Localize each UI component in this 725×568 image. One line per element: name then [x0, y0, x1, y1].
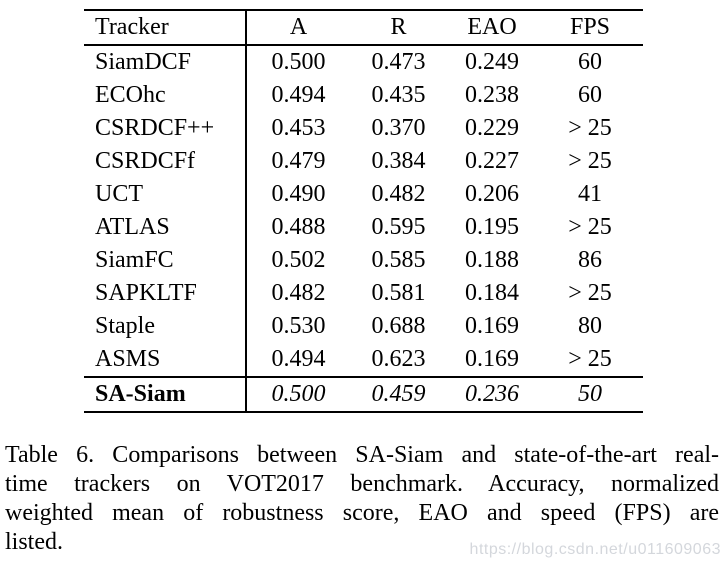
fps-value: > 25 — [568, 346, 612, 372]
fps-value: > 25 — [568, 280, 612, 306]
eao-value: 0.227 — [465, 148, 519, 174]
tracker-name: ECOhc — [84, 79, 247, 112]
robustness-value: 0.581 — [371, 280, 426, 306]
table-row: SiamFC 0.502 0.585 0.188 86 — [84, 244, 643, 277]
eao-value: 0.169 — [465, 313, 519, 339]
accuracy-value: 0.490 — [271, 181, 326, 207]
fps-value: 50 — [578, 381, 602, 407]
robustness-value: 0.370 — [371, 115, 426, 141]
tracker-name: SiamDCF — [84, 45, 247, 79]
table-row: Staple 0.530 0.688 0.169 80 — [84, 310, 643, 343]
caption-line: listed. — [5, 529, 63, 555]
robustness-value: 0.459 — [371, 381, 426, 407]
accuracy-value: 0.488 — [271, 214, 326, 240]
tracker-name: Staple — [84, 310, 247, 343]
table-row: ECOhc 0.494 0.435 0.238 60 — [84, 79, 643, 112]
watermark-text: https://blog.csdn.net/u011609063 — [469, 541, 721, 558]
accuracy-value: 0.482 — [271, 280, 326, 306]
robustness-value: 0.585 — [371, 247, 426, 273]
accuracy-value: 0.500 — [271, 381, 326, 407]
caption-line: time trackers on VOT2017 benchmark. Accu… — [5, 471, 719, 497]
eao-value: 0.206 — [465, 181, 519, 207]
robustness-value: 0.688 — [371, 313, 426, 339]
accuracy-value: 0.502 — [271, 247, 326, 273]
eao-value: 0.169 — [465, 346, 519, 372]
accuracy-value: 0.479 — [271, 148, 326, 174]
accuracy-value: 0.494 — [271, 346, 326, 372]
fps-value: 60 — [578, 82, 602, 108]
fps-value: 86 — [578, 247, 602, 273]
tracker-name: SAPKLTF — [84, 277, 247, 310]
fps-value: > 25 — [568, 214, 612, 240]
col-header-eao: EAO — [467, 14, 517, 40]
col-header-r: R — [390, 14, 407, 40]
col-header-tracker: Tracker — [84, 10, 247, 45]
table-header-row: Tracker A R EAO FPS — [84, 10, 643, 45]
accuracy-value: 0.494 — [271, 82, 326, 108]
tracker-name: ASMS — [84, 343, 247, 377]
robustness-value: 0.482 — [371, 181, 426, 207]
fps-value: 80 — [578, 313, 602, 339]
table-row: SAPKLTF 0.482 0.581 0.184 > 25 — [84, 277, 643, 310]
fps-value: 41 — [578, 181, 602, 207]
accuracy-value: 0.500 — [271, 49, 326, 75]
col-header-a: A — [289, 14, 308, 40]
tracker-name: ATLAS — [84, 211, 247, 244]
eao-value: 0.236 — [465, 381, 519, 407]
table-row: ATLAS 0.488 0.595 0.195 > 25 — [84, 211, 643, 244]
fps-value: 60 — [578, 49, 602, 75]
table-row: SiamDCF 0.500 0.473 0.249 60 — [84, 45, 643, 79]
results-table: Tracker A R EAO FPS SiamDCF 0.500 0.473 … — [84, 9, 643, 413]
accuracy-value: 0.453 — [271, 115, 326, 141]
robustness-value: 0.595 — [371, 214, 426, 240]
eao-value: 0.229 — [465, 115, 519, 141]
tracker-name: SiamFC — [84, 244, 247, 277]
tracker-name: SA-Siam — [84, 377, 247, 412]
accuracy-value: 0.530 — [271, 313, 326, 339]
robustness-value: 0.623 — [371, 346, 426, 372]
robustness-value: 0.473 — [371, 49, 426, 75]
table-row: UCT 0.490 0.482 0.206 41 — [84, 178, 643, 211]
eao-value: 0.184 — [465, 280, 519, 306]
robustness-value: 0.384 — [371, 148, 426, 174]
fps-value: > 25 — [568, 115, 612, 141]
table-row: CSRDCFf 0.479 0.384 0.227 > 25 — [84, 145, 643, 178]
caption-line: Table 6. Comparisons between SA-Siam and… — [5, 442, 719, 468]
col-header-fps: FPS — [569, 14, 611, 40]
fps-value: > 25 — [568, 148, 612, 174]
tracker-name: UCT — [84, 178, 247, 211]
eao-value: 0.249 — [465, 49, 519, 75]
robustness-value: 0.435 — [371, 82, 426, 108]
eao-value: 0.188 — [465, 247, 519, 273]
tracker-name: CSRDCFf — [84, 145, 247, 178]
tracker-name: CSRDCF++ — [84, 112, 247, 145]
caption-line: weighted mean of robustness score, EAO a… — [5, 500, 719, 526]
table-row-sa-siam: SA-Siam 0.500 0.459 0.236 50 — [84, 377, 643, 412]
eao-value: 0.238 — [465, 82, 519, 108]
table-row: CSRDCF++ 0.453 0.370 0.229 > 25 — [84, 112, 643, 145]
table-row: ASMS 0.494 0.623 0.169 > 25 — [84, 343, 643, 377]
eao-value: 0.195 — [465, 214, 519, 240]
table-caption: Table 6. Comparisons between SA-Siam and… — [5, 441, 719, 557]
